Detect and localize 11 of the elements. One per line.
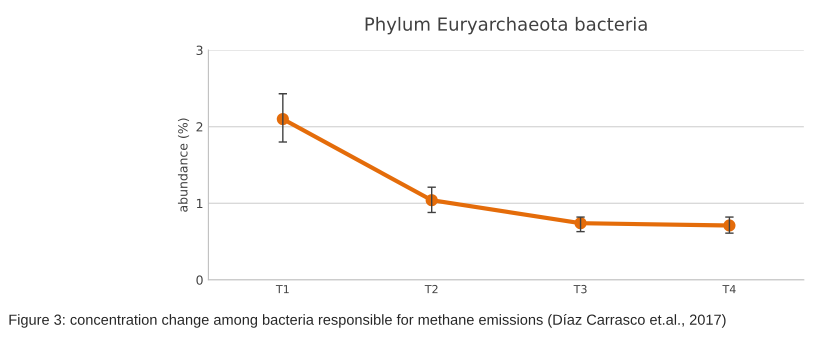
y-tick-label: 2 [196,122,202,132]
x-tick-label: T4 [722,285,736,294]
y-axis-title: abundance (%) [178,118,190,212]
y-tick-label: 0 [196,275,203,285]
x-tick-label: T3 [574,284,587,294]
x-tick-label: T2 [424,284,438,294]
y-tick-label: 1 [196,198,202,208]
caption: Figure 3: concentration change among bacteria responsible for methane emissions (Díaz Carrasco et.al., 2017) [9,314,726,328]
x-tick-label: T1 [276,285,289,294]
y-tick-label: 3 [196,46,203,56]
chart-title: Phylum Euryarchaeota bacteria [366,16,647,34]
